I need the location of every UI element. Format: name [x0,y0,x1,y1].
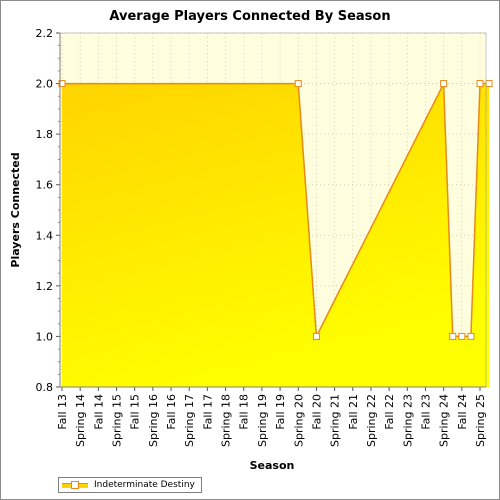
data-point [440,80,448,88]
plot-area: 0.8 1.0 1.2 1.4 1.6 1.8 2.0 2.2 Fall 13 Spring 14… [36,27,493,447]
data-point [294,80,302,88]
x-tick-label: Spring 20 [292,394,305,447]
x-tick-label: Spring 15 [111,394,124,447]
x-tick-label: Fall 19 [274,394,287,430]
x-tick-label: Spring 24 [438,394,451,447]
x-tick-label: Spring 18 [220,394,233,447]
x-tick-label: Fall 21 [347,394,360,430]
plot-border [59,32,487,388]
y-tick-label: 1.0 [36,330,54,343]
x-tick-label: Spring 21 [329,394,342,447]
legend-item-label: Indeterminate Destiny [94,480,195,490]
x-tick-label: Fall 24 [456,394,469,430]
x-tick-label: Spring 14 [74,394,87,447]
x-tick-label: Fall 16 [165,394,178,430]
series-area [62,83,490,388]
legend-swatch-icon [62,481,88,489]
data-point [449,332,457,340]
data-point [312,332,320,340]
x-tick-label: Spring 17 [183,394,196,447]
data-point [485,80,493,88]
x-tick-label: Spring 23 [401,394,414,447]
y-tick-label: 1.8 [36,128,54,141]
y-tick-label: 1.4 [36,229,54,242]
x-axis-label: Season [250,459,295,472]
x-tick-label: Spring 16 [147,394,160,447]
legend: Indeterminate Destiny [58,477,202,493]
data-point [458,332,466,340]
x-tick-label: Fall 23 [419,394,432,430]
x-tick-label: Fall 13 [56,394,69,430]
data-point [467,332,475,340]
x-tick-label: Spring 22 [365,394,378,447]
x-tick-label: Fall 17 [201,394,214,430]
x-tick-label: Fall 18 [238,394,251,430]
chart-title: Average Players Connected By Season [109,9,391,24]
x-tick-label: Fall 15 [129,394,142,430]
data-point [58,80,66,88]
y-tick-label: 1.6 [36,179,54,192]
y-axis-label: Players Connected [9,152,22,267]
x-tick-label: Spring 19 [256,394,269,447]
x-tick-label: Fall 22 [383,394,396,430]
y-tick-label: 2.2 [36,27,54,40]
x-tick-label: Fall 20 [310,394,323,430]
y-tick-label: 1.2 [36,280,54,293]
x-tick-label: Spring 25 [474,394,487,447]
y-tick-label: 2.0 [36,78,54,91]
x-tick-label: Fall 14 [92,394,105,430]
data-point [476,80,484,88]
y-tick-label: 0.8 [36,381,54,394]
